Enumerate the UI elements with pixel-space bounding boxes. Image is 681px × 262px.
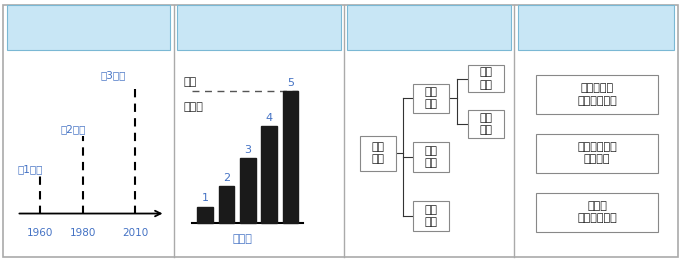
- Text: 汎用: 汎用: [184, 77, 197, 87]
- Text: 2: 2: [223, 173, 230, 183]
- Text: 回帰
問題: 回帰 問題: [479, 113, 493, 135]
- Bar: [262, 126, 277, 223]
- Text: 第1世代: 第1世代: [18, 164, 43, 174]
- Text: 2010: 2010: [122, 228, 148, 238]
- Text: 教師
あり: 教師 あり: [424, 87, 437, 110]
- Text: 遺伝的
アルゴリズム: 遺伝的 アルゴリズム: [577, 201, 617, 223]
- Text: 水準で分ける: 水準で分ける: [238, 21, 280, 34]
- Text: 分類
問題: 分類 問題: [479, 67, 493, 90]
- Text: 第3世代: 第3世代: [101, 70, 126, 80]
- FancyBboxPatch shape: [536, 75, 659, 114]
- Text: 特化型: 特化型: [184, 102, 204, 112]
- Text: 機械
学習: 機械 学習: [372, 142, 385, 165]
- FancyBboxPatch shape: [413, 143, 449, 172]
- FancyBboxPatch shape: [469, 110, 504, 138]
- Bar: [240, 158, 255, 223]
- Text: 1960: 1960: [27, 228, 54, 238]
- Text: ロジックで分ける: ロジックで分ける: [568, 21, 624, 34]
- Text: 4: 4: [266, 113, 273, 123]
- Text: ニューラル
ネットワーク: ニューラル ネットワーク: [577, 83, 617, 106]
- Bar: [283, 91, 298, 223]
- FancyBboxPatch shape: [413, 201, 449, 231]
- FancyBboxPatch shape: [536, 134, 659, 173]
- FancyBboxPatch shape: [469, 65, 504, 92]
- Text: 第2世代: 第2世代: [61, 124, 86, 134]
- Text: 5: 5: [287, 78, 294, 88]
- Text: 1980: 1980: [70, 228, 97, 238]
- FancyBboxPatch shape: [413, 84, 449, 113]
- Text: 世代で分ける: 世代で分ける: [67, 21, 110, 34]
- Text: エキスパート
システム: エキスパート システム: [577, 142, 617, 165]
- Bar: [219, 186, 234, 223]
- Text: レベル: レベル: [233, 234, 253, 244]
- Text: 学習方法で分ける: 学習方法で分ける: [401, 21, 457, 34]
- Text: 教師
なし: 教師 なし: [424, 146, 437, 168]
- FancyBboxPatch shape: [536, 193, 659, 232]
- Bar: [197, 206, 212, 223]
- FancyBboxPatch shape: [360, 136, 396, 171]
- Text: 1: 1: [202, 193, 208, 204]
- Text: 強化
学習: 強化 学習: [424, 205, 437, 227]
- Text: 3: 3: [244, 145, 251, 155]
